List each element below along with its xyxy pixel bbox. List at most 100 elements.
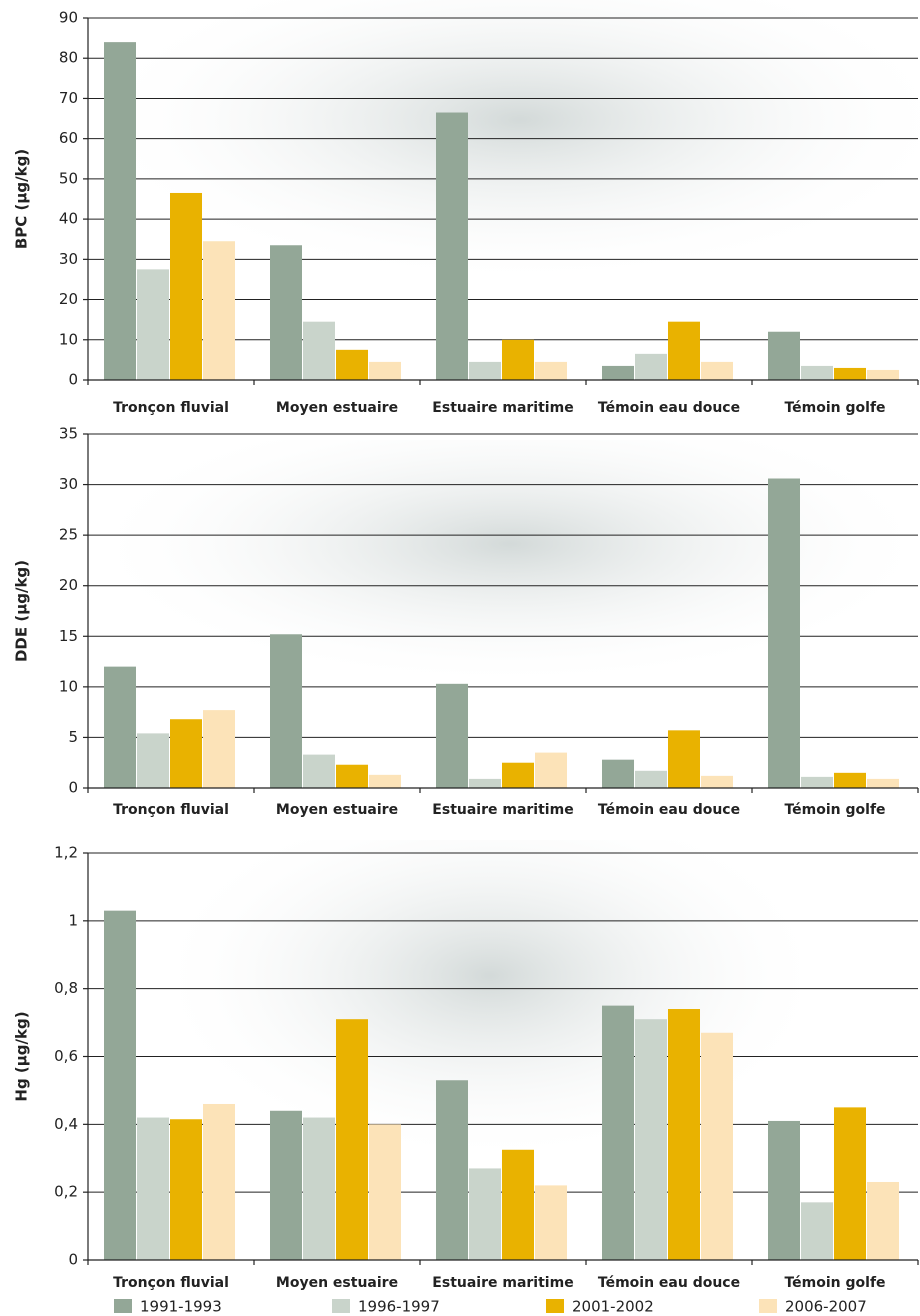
- y-tick-label: 30: [59, 475, 78, 493]
- bar: [602, 1006, 634, 1260]
- bar: [203, 1104, 235, 1260]
- x-tick-label: Tronçon fluvial: [113, 802, 229, 818]
- y-tick-label: 5: [68, 728, 78, 746]
- bar: [303, 322, 335, 380]
- x-tick-label: Témoin eau douce: [598, 802, 740, 818]
- bar: [104, 42, 136, 380]
- bar: [170, 1119, 202, 1260]
- y-tick-label: 0: [68, 371, 78, 389]
- y-tick-label: 90: [59, 9, 78, 27]
- x-tick-label: Estuaire maritime: [432, 802, 573, 818]
- x-tick-label: Tronçon fluvial: [113, 400, 229, 416]
- bar: [668, 730, 700, 788]
- bar: [602, 366, 634, 380]
- y-tick-label: 25: [59, 526, 78, 544]
- x-tick-label: Témoin golfe: [784, 400, 885, 416]
- bar: [635, 354, 667, 380]
- bar: [535, 1185, 567, 1260]
- bar: [701, 1033, 733, 1260]
- y-tick-label: 0,2: [54, 1183, 78, 1201]
- y-tick-label: 0,4: [54, 1115, 78, 1133]
- bar: [867, 779, 899, 788]
- y-tick-label: 1: [68, 911, 78, 929]
- bar: [701, 362, 733, 380]
- legend-swatch: [114, 1299, 132, 1313]
- bar: [336, 1019, 368, 1260]
- y-tick-label: 0,6: [54, 1047, 78, 1065]
- bar: [701, 776, 733, 788]
- bar: [270, 245, 302, 380]
- bar: [303, 1118, 335, 1260]
- y-tick-label: 60: [59, 129, 78, 147]
- bar: [336, 350, 368, 380]
- bar: [469, 779, 501, 788]
- x-tick-label: Témoin eau douce: [598, 400, 740, 416]
- legend-label: 1991-1993: [140, 1298, 222, 1316]
- y-tick-label: 35: [59, 425, 78, 443]
- legend-swatch: [759, 1299, 777, 1313]
- y-tick-label: 80: [59, 49, 78, 67]
- x-tick-label: Moyen estuaire: [276, 802, 398, 818]
- bar: [137, 1118, 169, 1260]
- bar: [104, 667, 136, 788]
- bar: [104, 911, 136, 1260]
- legend-swatch: [332, 1299, 350, 1313]
- bar: [137, 269, 169, 380]
- x-tick-label: Tronçon fluvial: [113, 1275, 229, 1291]
- legend-label: 1996-1997: [358, 1298, 440, 1316]
- bar: [436, 113, 468, 380]
- legend-label: 2006-2007: [785, 1298, 867, 1316]
- y-tick-label: 0: [68, 779, 78, 797]
- bar: [502, 340, 534, 380]
- bar: [635, 771, 667, 788]
- x-tick-label: Estuaire maritime: [432, 400, 573, 416]
- bar: [867, 1182, 899, 1260]
- bar: [834, 368, 866, 380]
- y-tick-label: 0,8: [54, 979, 78, 997]
- bar: [336, 765, 368, 788]
- y-tick-label: 30: [59, 250, 78, 268]
- bar: [369, 775, 401, 788]
- y-tick-label: 0: [68, 1251, 78, 1269]
- bar: [369, 362, 401, 380]
- bar: [203, 241, 235, 380]
- x-tick-label: Témoin eau douce: [598, 1275, 740, 1291]
- x-tick-label: Estuaire maritime: [432, 1275, 573, 1291]
- bar: [635, 1019, 667, 1260]
- bar: [270, 1111, 302, 1260]
- y-tick-label: 15: [59, 627, 78, 645]
- bar: [170, 719, 202, 788]
- y-tick-label: 10: [59, 677, 78, 695]
- bar: [834, 773, 866, 788]
- x-tick-label: Témoin golfe: [784, 1275, 885, 1291]
- bar: [867, 370, 899, 380]
- y-tick-label: 40: [59, 210, 78, 228]
- bar: [602, 760, 634, 788]
- bar: [436, 684, 468, 788]
- background-photo: [120, 0, 920, 300]
- x-tick-label: Moyen estuaire: [276, 1275, 398, 1291]
- y-tick-label: 70: [59, 89, 78, 107]
- bar: [801, 366, 833, 380]
- y-axis-label: BPC (µg/kg): [13, 149, 31, 249]
- y-axis-label: Hg (µg/kg): [13, 1011, 31, 1101]
- legend-label: 2001-2002: [572, 1298, 654, 1316]
- bar: [436, 1080, 468, 1260]
- bar: [668, 322, 700, 380]
- y-tick-label: 50: [59, 169, 78, 187]
- bar: [170, 193, 202, 380]
- bar: [469, 1168, 501, 1260]
- bar: [768, 479, 800, 788]
- y-tick-label: 1,2: [54, 844, 78, 862]
- x-tick-label: Témoin golfe: [784, 802, 885, 818]
- y-tick-label: 10: [59, 330, 78, 348]
- bar: [768, 332, 800, 380]
- bar: [502, 763, 534, 788]
- x-tick-label: Moyen estuaire: [276, 400, 398, 416]
- bar: [801, 777, 833, 788]
- bar: [369, 1124, 401, 1260]
- bar: [203, 710, 235, 788]
- bar: [768, 1121, 800, 1260]
- bar: [303, 755, 335, 788]
- y-tick-label: 20: [59, 290, 78, 308]
